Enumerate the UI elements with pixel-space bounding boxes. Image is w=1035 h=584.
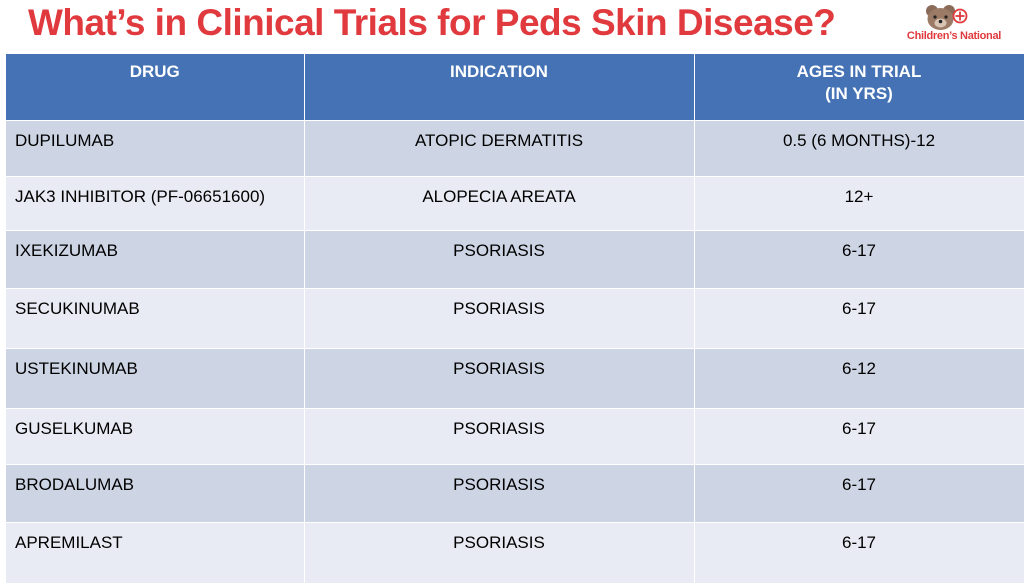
slide-title: What’s in Clinical Trials for Peds Skin … (28, 2, 836, 43)
cell-indication: PSORIASIS (304, 522, 695, 583)
cell-ages: 6-17 (694, 288, 1025, 349)
cell-drug: GUSELKUMAB (6, 408, 305, 465)
table-row: JAK3 INHIBITOR (PF-06651600) ALOPECIA ARE… (6, 176, 1025, 231)
header-ages: AGES IN TRIAL (IN YRS) (694, 54, 1025, 121)
header-drug: DRUG (6, 54, 305, 121)
cell-indication: PSORIASIS (304, 288, 695, 349)
cell-indication: ATOPIC DERMATITIS (304, 120, 695, 177)
table-header-row: DRUG INDICATION AGES IN TRIAL (IN YRS) (6, 54, 1025, 121)
clinical-trials-table: DRUG INDICATION AGES IN TRIAL (IN YRS) DU… (6, 54, 1025, 583)
cell-indication: PSORIASIS (304, 464, 695, 523)
cell-drug: JAK3 INHIBITOR (PF-06651600) (6, 176, 305, 231)
table-row: IXEKIZUMAB PSORIASIS 6-17 (6, 230, 1025, 289)
cell-ages: 0.5 (6 MONTHS)-12 (694, 120, 1025, 177)
cell-drug: USTEKINUMAB (6, 348, 305, 409)
cell-drug: APREMILAST (6, 522, 305, 583)
header-indication: INDICATION (304, 54, 695, 121)
table-row: USTEKINUMAB PSORIASIS 6-12 (6, 348, 1025, 409)
cell-indication: PSORIASIS (304, 348, 695, 409)
cell-drug: IXEKIZUMAB (6, 230, 305, 289)
cell-drug: DUPILUMAB (6, 120, 305, 177)
childrens-national-logo: Children’s National (884, 4, 1024, 48)
cell-drug: SECUKINUMAB (6, 288, 305, 349)
table-row: BRODALUMAB PSORIASIS 6-17 (6, 464, 1025, 523)
table-row: GUSELKUMAB PSORIASIS 6-17 (6, 408, 1025, 465)
table-row: APREMILAST PSORIASIS 6-17 (6, 522, 1025, 583)
cell-ages: 6-12 (694, 348, 1025, 409)
teddy-bear-icon (926, 5, 968, 30)
table-row: SECUKINUMAB PSORIASIS 6-17 (6, 288, 1025, 349)
cell-indication: ALOPECIA AREATA (304, 176, 695, 231)
table-row: DUPILUMAB ATOPIC DERMATITIS 0.5 (6 MONTHS)… (6, 120, 1025, 177)
cell-indication: PSORIASIS (304, 408, 695, 465)
cell-ages: 6-17 (694, 408, 1025, 465)
cell-drug: BRODALUMAB (6, 464, 305, 523)
cell-ages: 6-17 (694, 464, 1025, 523)
cell-ages: 12+ (694, 176, 1025, 231)
cell-indication: PSORIASIS (304, 230, 695, 289)
logo-wordmark: Children’s National (906, 30, 1002, 42)
cell-ages: 6-17 (694, 230, 1025, 289)
cell-ages: 6-17 (694, 522, 1025, 583)
